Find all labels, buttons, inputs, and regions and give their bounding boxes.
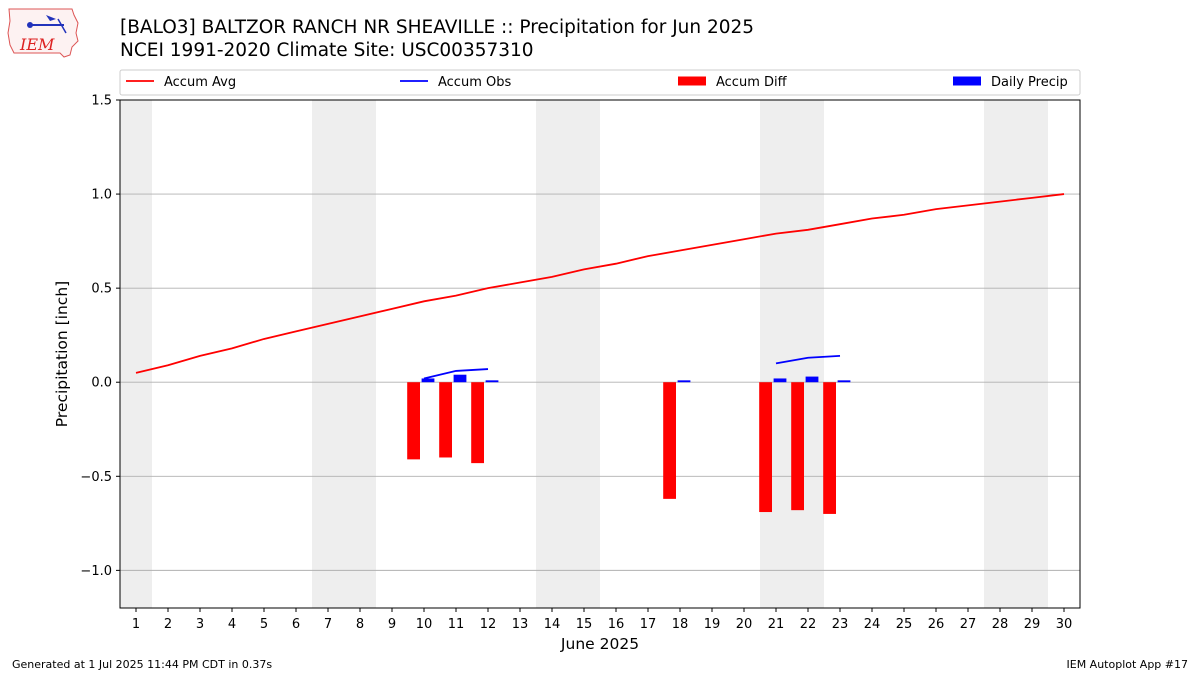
accum-diff-bar — [439, 382, 452, 458]
x-tick-label: 30 — [1056, 617, 1073, 632]
x-tick-label: 19 — [704, 617, 721, 632]
x-tick-label: 29 — [1024, 617, 1041, 632]
plot-frame — [119, 99, 1081, 609]
y-axis-label: Precipitation [inch] — [53, 281, 71, 427]
x-tick-label: 10 — [416, 617, 433, 632]
y-tick-label: 1.0 — [91, 188, 112, 203]
x-tick-label: 21 — [768, 617, 785, 632]
daily-precip-bar — [677, 380, 691, 383]
y-tick-label: −0.5 — [80, 470, 112, 485]
x-tick-label: 8 — [356, 617, 364, 632]
x-tick-label: 25 — [896, 617, 913, 632]
legend-label: Accum Obs — [438, 75, 511, 90]
accum-obs-line — [423, 368, 489, 380]
y-tick-label: −1.0 — [80, 564, 112, 579]
logo-text: IEM — [19, 35, 55, 54]
x-tick-label: 14 — [544, 617, 561, 632]
daily-precip-bar — [453, 374, 467, 383]
x-tick-label: 15 — [576, 617, 593, 632]
x-tick-label: 3 — [196, 617, 204, 632]
legend-swatch — [678, 76, 706, 86]
x-tick-label: 27 — [960, 617, 977, 632]
x-tick-label: 1 — [132, 617, 140, 632]
daily-precip-bar — [773, 378, 787, 383]
legend-label: Accum Diff — [716, 75, 788, 90]
iem-logo: IEM — [7, 8, 79, 58]
x-axis-label: June 2025 — [560, 635, 639, 653]
x-tick-label: 20 — [736, 617, 753, 632]
accum-diff-bar — [759, 382, 772, 513]
legend-box — [119, 69, 1081, 96]
x-tick-label: 11 — [448, 617, 465, 632]
weekend-band — [536, 100, 600, 608]
accum-diff-bar — [471, 382, 484, 464]
x-tick-label: 17 — [640, 617, 657, 632]
weekend-band — [760, 100, 824, 608]
daily-precip-bar — [421, 378, 435, 383]
y-tick-label: 0.5 — [91, 282, 112, 297]
x-tick-label: 13 — [512, 617, 529, 632]
x-tick-label: 6 — [292, 617, 300, 632]
footer-app: IEM Autoplot App #17 — [1066, 658, 1189, 671]
accum-obs-line — [775, 354, 841, 365]
accum-diff-bar — [407, 382, 420, 460]
weekend-band — [120, 100, 152, 608]
accum-avg-line — [135, 193, 1065, 374]
accum-diff-bar — [791, 382, 804, 511]
x-tick-label: 16 — [608, 617, 625, 632]
legend-swatch — [953, 76, 981, 86]
footer-generated: Generated at 1 Jul 2025 11:44 PM CDT in … — [12, 658, 273, 671]
x-tick-label: 23 — [832, 617, 849, 632]
accum-diff-bar — [663, 382, 676, 499]
chart-subtitle: NCEI 1991-2020 Climate Site: USC00357310 — [120, 40, 534, 61]
x-tick-label: 26 — [928, 617, 945, 632]
x-tick-label: 4 — [228, 617, 236, 632]
daily-precip-bar — [837, 380, 851, 383]
accum-diff-bar — [823, 382, 836, 514]
x-tick-label: 7 — [324, 617, 332, 632]
x-tick-label: 5 — [260, 617, 268, 632]
chart-title: [BALO3] BALTZOR RANCH NR SHEAVILLE :: Pr… — [120, 17, 755, 38]
daily-precip-bar — [805, 376, 819, 383]
x-tick-label: 2 — [164, 617, 172, 632]
x-tick-label: 24 — [864, 617, 881, 632]
weekend-band — [312, 100, 376, 608]
daily-precip-bar — [485, 380, 499, 383]
x-tick-label: 28 — [992, 617, 1009, 632]
x-tick-label: 22 — [800, 617, 817, 632]
y-tick-label: 1.5 — [91, 94, 112, 109]
weekend-band — [984, 100, 1048, 608]
y-tick-label: 0.0 — [91, 376, 112, 391]
legend-label: Daily Precip — [991, 75, 1068, 90]
legend-label: Accum Avg — [164, 75, 236, 90]
x-tick-label: 18 — [672, 617, 689, 632]
x-tick-label: 12 — [480, 617, 497, 632]
x-tick-label: 9 — [388, 617, 396, 632]
iowa-outline-icon — [7, 8, 79, 58]
